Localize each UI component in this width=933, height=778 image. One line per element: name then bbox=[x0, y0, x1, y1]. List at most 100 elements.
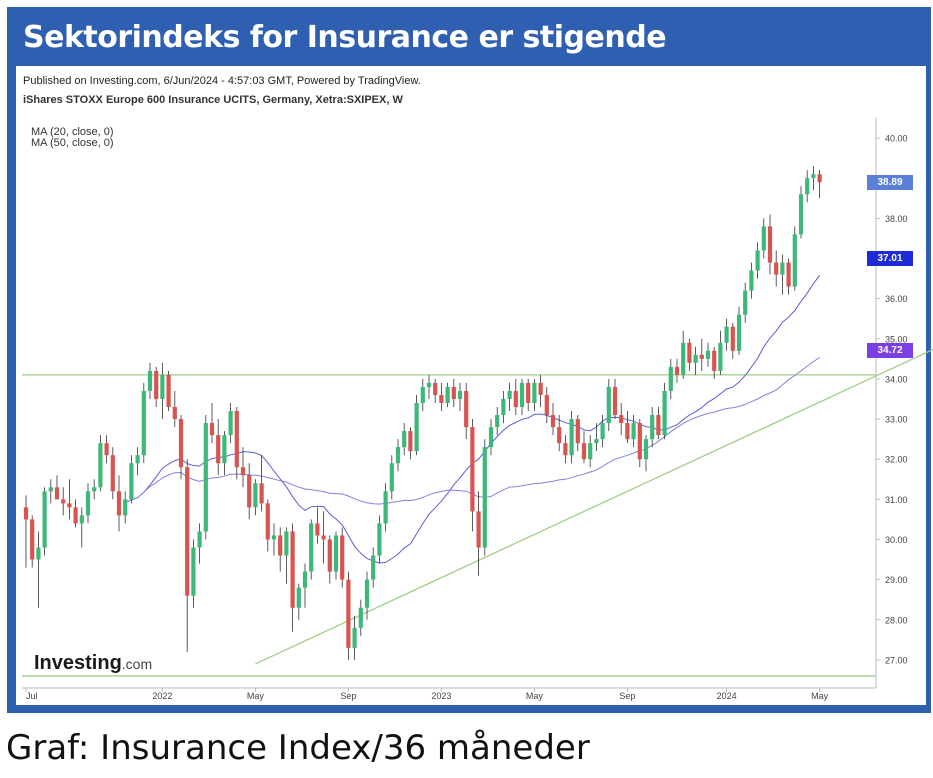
candle-body bbox=[780, 262, 785, 275]
x-tick-label: Jul bbox=[26, 691, 38, 701]
x-tick-label: Sep bbox=[619, 691, 635, 701]
y-tick-label: 32.00 bbox=[885, 455, 908, 465]
candle-body bbox=[482, 447, 487, 548]
ma50-price-tag: 34.72 bbox=[867, 342, 913, 358]
candle-body bbox=[160, 374, 165, 399]
candle-body bbox=[724, 326, 729, 343]
candle-body bbox=[172, 407, 177, 420]
candle-body bbox=[687, 342, 692, 363]
candle-body bbox=[296, 587, 301, 608]
candle-body bbox=[42, 491, 47, 548]
candle-body bbox=[600, 423, 605, 440]
candle-body bbox=[805, 178, 810, 195]
candle-body bbox=[371, 555, 376, 580]
candle-body bbox=[606, 386, 611, 424]
candle-body bbox=[439, 394, 444, 403]
candle-body bbox=[798, 194, 804, 235]
candle-body bbox=[48, 487, 53, 492]
candle-body bbox=[191, 547, 196, 596]
x-tick-label: Sep bbox=[340, 691, 356, 701]
candle-body bbox=[811, 174, 816, 179]
candle-body bbox=[247, 475, 252, 508]
ma20-price-tag: 37.01 bbox=[867, 250, 913, 266]
candle-body bbox=[185, 467, 190, 596]
candle-body bbox=[408, 431, 413, 452]
candle-body bbox=[30, 519, 35, 560]
candle-body bbox=[98, 443, 103, 488]
candle-body bbox=[817, 174, 822, 183]
candle-body bbox=[445, 386, 450, 403]
logo-suffix: .com bbox=[121, 656, 153, 672]
ma20-legend: MA (20, close, 0) bbox=[31, 126, 114, 138]
candle-body bbox=[116, 491, 122, 516]
candle-body bbox=[730, 326, 735, 351]
candle-body bbox=[203, 423, 208, 532]
candle-body bbox=[569, 419, 574, 456]
investing-logo: Investing.com bbox=[34, 652, 152, 675]
trendline bbox=[255, 348, 933, 665]
candle-body bbox=[612, 386, 618, 416]
candle-body bbox=[755, 250, 760, 271]
y-tick-label: 33.00 bbox=[885, 415, 908, 425]
candle-body bbox=[736, 314, 742, 351]
candle-body bbox=[594, 439, 599, 444]
candle-body bbox=[61, 499, 66, 504]
candle-body bbox=[315, 523, 320, 536]
y-tick-label: 34.00 bbox=[885, 374, 908, 384]
instrument-label: iShares STOXX Europe 600 Insurance UCITS… bbox=[23, 94, 403, 106]
candle-body bbox=[389, 463, 394, 492]
candle-body bbox=[625, 423, 630, 440]
candle-body bbox=[501, 398, 506, 416]
candle-body bbox=[104, 443, 109, 456]
candle-body bbox=[631, 423, 636, 440]
page-title: Sektorindeks for Insurance er stigende bbox=[23, 20, 667, 55]
y-tick-label: 31.00 bbox=[885, 495, 908, 505]
candle-body bbox=[681, 342, 686, 375]
candle-body bbox=[110, 455, 115, 492]
candle-body bbox=[129, 463, 134, 500]
candle-body bbox=[476, 511, 481, 548]
candle-body bbox=[340, 535, 345, 580]
candle-body bbox=[377, 523, 382, 556]
candle-body bbox=[278, 535, 283, 556]
candle-body bbox=[352, 627, 357, 648]
candle-body bbox=[364, 579, 370, 608]
candle-body bbox=[563, 443, 568, 456]
candle-body bbox=[513, 390, 518, 408]
candle-body bbox=[290, 531, 295, 608]
candle-body bbox=[674, 366, 680, 375]
candle-body bbox=[302, 571, 308, 588]
candle-body bbox=[538, 382, 543, 395]
candle-body bbox=[588, 443, 593, 460]
candle-body bbox=[228, 411, 233, 436]
candle-body bbox=[73, 507, 78, 524]
candle-body bbox=[451, 386, 456, 399]
candle-body bbox=[92, 487, 97, 492]
candle-body bbox=[54, 487, 60, 500]
title-bar: Sektorindeks for Insurance er stigende bbox=[7, 7, 931, 71]
candle-body bbox=[507, 390, 512, 399]
candle-body bbox=[619, 415, 624, 424]
candle-body bbox=[222, 435, 227, 464]
candle-body bbox=[743, 290, 748, 315]
x-tick-label: 2023 bbox=[431, 691, 451, 701]
candle-body bbox=[712, 350, 717, 371]
candle-body bbox=[79, 515, 84, 524]
candle-body bbox=[383, 491, 388, 524]
candle-body bbox=[166, 374, 171, 408]
candle-body bbox=[358, 607, 363, 628]
candle-body bbox=[147, 370, 153, 391]
candle-body bbox=[774, 262, 779, 275]
candle-body bbox=[36, 547, 41, 560]
candle-body bbox=[333, 535, 339, 572]
x-tick-label: May bbox=[526, 691, 544, 701]
candle-body bbox=[786, 262, 791, 287]
candle-body bbox=[321, 535, 326, 540]
candle-body bbox=[662, 390, 667, 436]
candle-body bbox=[123, 499, 128, 516]
candle-body bbox=[414, 403, 419, 452]
candle-body bbox=[135, 455, 140, 464]
candle-body bbox=[253, 483, 258, 508]
candle-body bbox=[327, 539, 332, 572]
x-tick-label: May bbox=[247, 691, 265, 701]
